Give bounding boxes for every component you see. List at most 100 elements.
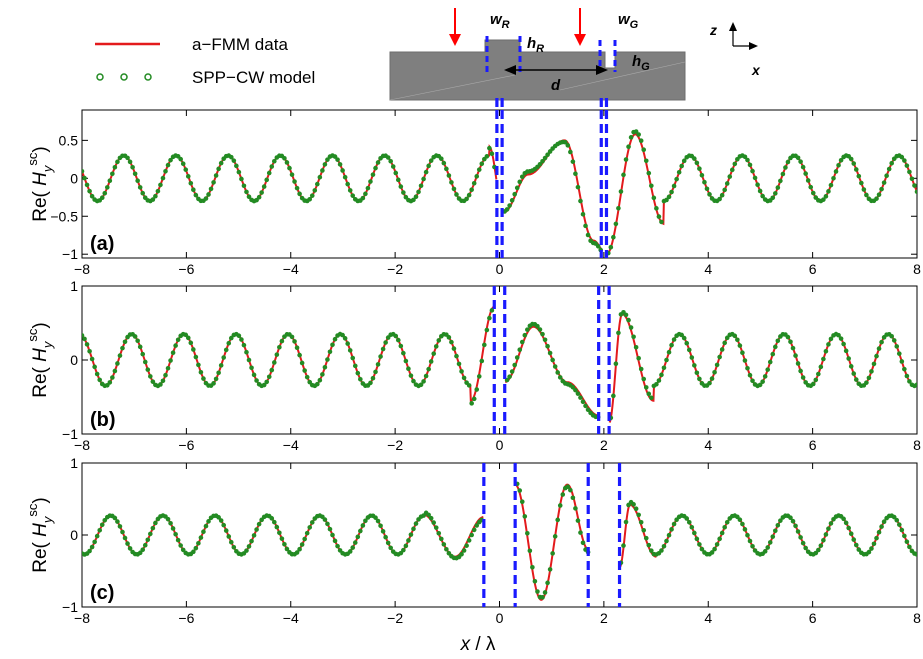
sppcw-point [694,536,700,542]
sppcw-point [173,343,178,348]
sppcw-point [355,534,361,540]
sppcw-point [525,327,530,332]
sppcw-point [722,524,727,530]
sppcw-point [537,327,543,332]
sppcw-point [742,358,748,363]
sppcw-point [750,168,755,174]
sppcw-point [315,381,320,387]
sppcw-point [778,518,783,523]
sppcw-point [550,357,555,363]
sppcw-point [626,317,631,323]
sppcw-point [471,527,477,533]
sppcw-point [729,167,735,173]
sppcw-point [904,539,910,545]
x-tick-label: −2 [387,261,403,277]
sppcw-point [444,166,449,172]
sppcw-point [853,167,859,172]
sppcw-point [317,377,323,383]
sppcw-point [459,369,464,374]
label-wG: wG [618,11,639,31]
sppcw-point [618,189,624,194]
sppcw-point [532,579,538,584]
sppcw-point [246,357,252,363]
sppcw-point [722,187,727,193]
sppcw-point [115,519,120,524]
sppcw-point [284,546,290,552]
y-tick-label: 0 [70,352,78,368]
label-hR: hR [527,35,544,55]
x-tick-label: 0 [496,437,504,453]
sppcw-point [84,182,90,188]
sppcw-point [798,368,803,374]
sppcw-point [790,345,796,351]
sppcw-point [380,346,386,352]
sppcw-point [904,163,910,168]
sppcw-point [418,382,424,388]
sppcw-point [373,165,378,171]
sppcw-point [795,155,801,161]
sppcw-point [780,171,786,177]
sppcw-point [886,166,892,172]
sppcw-point [479,161,485,167]
sppcw-point [269,516,275,521]
sppcw-point [740,521,745,527]
sppcw-point [125,541,130,546]
sppcw-point [165,162,171,168]
sppcw-point [309,520,315,525]
sppcw-point [530,565,535,570]
sppcw-point [879,524,884,529]
sppcw-point [299,542,305,547]
x-tick-label: 2 [600,610,608,626]
sppcw-point [580,399,586,405]
sppcw-point [575,391,581,396]
sppcw-point [221,355,226,360]
sppcw-point [891,338,897,343]
sppcw-point [94,371,100,377]
sppcw-point [643,158,649,164]
sppcw-point [234,163,239,169]
sppcw-point [638,138,644,144]
sppcw-point [864,192,869,198]
sppcw-point [489,308,495,313]
sppcw-point [555,517,560,523]
sppcw-point [221,522,226,528]
sppcw-point [173,531,178,537]
sppcw-point [246,544,252,549]
sppcw-point [788,339,793,345]
y-tick-label: 0 [70,527,78,543]
sppcw-point [297,546,302,552]
sppcw-point [585,232,591,238]
sppcw-point [757,382,763,388]
sppcw-point [686,347,692,353]
x-tick-label: 6 [809,261,817,277]
sppcw-point [148,374,153,379]
sppcw-point [484,327,490,333]
sppcw-point [679,332,684,338]
sppcw-point [580,211,586,217]
sppcw-point [899,154,905,160]
sppcw-point [552,364,558,369]
series-sppcw [82,129,917,256]
sppcw-point [821,356,826,362]
sppcw-point [578,395,583,400]
sppcw-point [466,192,472,198]
sppcw-point [747,162,753,168]
sppcw-point [261,184,267,189]
sppcw-point [821,197,826,202]
sppcw-point [848,156,854,162]
sppcw-point [689,524,695,530]
sppcw-point [251,533,257,538]
sppcw-point [178,543,183,548]
sppcw-point [727,174,733,179]
sppcw-point [388,545,394,551]
sppcw-point [542,337,548,343]
sppcw-point [360,523,366,528]
sppcw-point [540,158,545,164]
sppcw-point [669,189,674,195]
sppcw-point [272,519,277,525]
sppcw-point [542,155,548,161]
sppcw-point [649,548,654,553]
sppcw-point [535,323,540,329]
sppcw-point [117,524,123,529]
sppcw-point [89,544,95,550]
